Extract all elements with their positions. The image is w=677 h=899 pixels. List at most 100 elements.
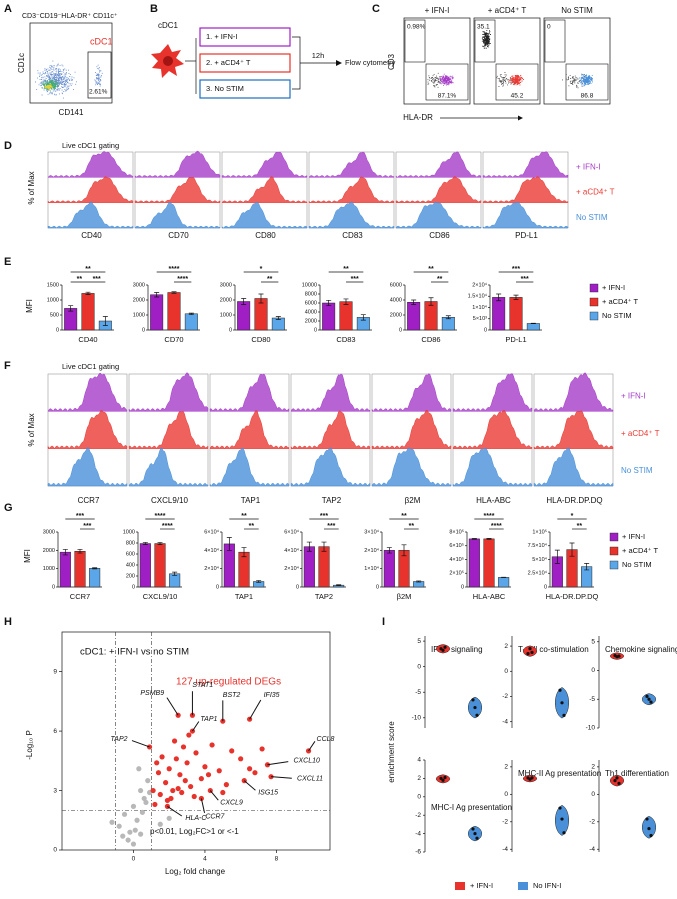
legend-label: + IFN-I	[622, 532, 645, 541]
point	[259, 746, 265, 752]
bar	[89, 568, 101, 588]
category-label: CD83	[336, 335, 355, 344]
point	[166, 815, 172, 821]
point	[558, 688, 562, 692]
axis-label: -Log₁₀ P	[25, 730, 34, 760]
error-bar	[142, 542, 148, 545]
sig-label: **	[428, 266, 434, 273]
panel-label: B	[150, 3, 158, 15]
point	[473, 832, 477, 836]
error-bar	[77, 549, 83, 554]
sig-label: ***	[83, 523, 91, 530]
sig-label: ***	[320, 513, 328, 520]
bar	[59, 551, 71, 588]
point	[209, 742, 215, 748]
histogram	[47, 151, 134, 178]
flow-dots	[427, 72, 442, 88]
y-tick-label: 3	[53, 787, 57, 794]
y-tick-label: 200	[126, 573, 135, 579]
x-tick-label: 0	[132, 856, 136, 863]
error-bar	[321, 541, 327, 552]
category-label: TAP1	[235, 592, 253, 601]
error-bar	[401, 544, 407, 557]
category-label: CD40	[78, 335, 97, 344]
point	[170, 787, 176, 794]
point	[528, 647, 532, 651]
point	[138, 787, 144, 794]
sig-label: ***	[351, 276, 359, 283]
point	[132, 827, 138, 833]
category-label: CD70	[164, 335, 183, 344]
point	[152, 801, 158, 808]
gate-percent: 35.1	[477, 24, 490, 31]
point	[202, 764, 208, 770]
point	[562, 713, 566, 717]
error-bar	[171, 291, 177, 294]
histogram	[308, 201, 395, 229]
y-tick-label: 1500	[47, 282, 59, 288]
sig-label: ***	[512, 266, 520, 273]
error-bar	[226, 537, 232, 551]
point	[441, 778, 445, 782]
gate-percent: 2.61%	[89, 89, 108, 96]
y-tick-label: 0	[417, 663, 421, 670]
sig-label: *	[571, 513, 574, 520]
y-tick-label: 4000	[390, 297, 402, 303]
panel-label: C	[372, 3, 380, 15]
error-bar	[336, 584, 342, 586]
gate	[474, 19, 496, 63]
flow-dots	[439, 73, 454, 86]
point	[443, 775, 447, 780]
point	[191, 793, 197, 800]
panel-label: G	[4, 502, 13, 514]
y-tick-label: 1000	[43, 566, 55, 572]
error-bar	[411, 299, 417, 305]
flow-dots	[496, 72, 516, 87]
category-label: CD80	[251, 335, 270, 344]
error-bar	[584, 563, 590, 571]
y-tick-label: 0	[229, 327, 232, 333]
y-tick-label: 5	[591, 638, 595, 645]
y-tick-label: 2×10⁴	[204, 565, 219, 572]
y-tick-label: 3×10⁴	[364, 528, 379, 535]
point	[223, 782, 229, 788]
histogram	[221, 176, 308, 203]
point	[184, 760, 190, 766]
error-bar	[241, 547, 247, 558]
legend-label: No STIM	[576, 213, 608, 222]
y-tick-label: 0	[376, 584, 379, 590]
y-tick-label: -4	[589, 846, 595, 853]
y-tick-label: 1.5×10⁴	[468, 293, 488, 300]
sig-label: ****	[491, 523, 502, 530]
y-tick-label: 2	[591, 764, 595, 771]
point	[138, 831, 144, 837]
axis-label: % of Max	[27, 171, 36, 204]
axis-label: HLA-DR	[403, 113, 433, 122]
bar	[492, 297, 506, 331]
error-bar	[428, 297, 434, 306]
point	[471, 827, 475, 831]
legend-swatch	[589, 283, 599, 293]
gate	[87, 51, 112, 99]
legend-swatch	[609, 532, 619, 542]
point	[216, 768, 222, 774]
point	[229, 748, 235, 754]
flow-dots	[508, 74, 524, 86]
axis-label: % of Max	[27, 413, 36, 446]
histogram	[371, 409, 452, 449]
sig-label: ***	[327, 523, 335, 530]
point	[560, 701, 564, 705]
gene-arrow	[200, 798, 206, 813]
marker-label: CD83	[342, 231, 363, 240]
y-tick-label: 2	[417, 775, 421, 782]
gene-label: IFI35	[264, 692, 280, 699]
y-tick-label: 0	[544, 584, 547, 590]
plot-frame	[403, 17, 471, 105]
y-tick-label: 1000	[47, 297, 59, 303]
legend-label: + aCD4⁺ T	[622, 546, 659, 555]
histogram	[134, 150, 221, 178]
bar	[238, 551, 250, 588]
point	[473, 705, 477, 710]
sig-label: ***	[521, 276, 529, 283]
error-bar	[241, 298, 247, 305]
